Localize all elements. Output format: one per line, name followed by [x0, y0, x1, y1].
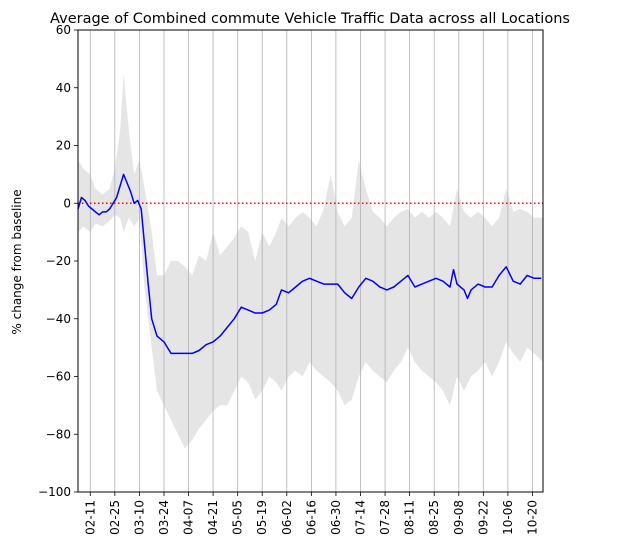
y-axis-ticks: −100 −80 −60 −40 −20 0 20 40 60 [38, 23, 78, 499]
confidence-band-layer [78, 73, 543, 449]
confidence-band [78, 73, 543, 449]
x-tick-label: 07-14 [354, 500, 368, 535]
series-line [77, 173, 542, 355]
x-tick-label: 04-21 [206, 500, 220, 535]
grid-layer [89, 30, 533, 492]
x-tick-label: 02-25 [108, 500, 122, 535]
y-tick-label: 40 [56, 81, 71, 95]
x-tick-label: 10-20 [526, 500, 540, 535]
x-tick-label: 08-25 [427, 500, 441, 535]
y-tick-label: −40 [46, 312, 71, 326]
y-tick-label: −80 [46, 427, 71, 441]
x-tick-label: 08-11 [403, 500, 417, 535]
y-tick-label: 0 [63, 196, 71, 210]
x-tick-label: 04-07 [182, 500, 196, 535]
x-tick-label: 07-28 [378, 500, 392, 535]
x-axis-ticks: 02-11 02-25 03-10 03-24 04-07 04-21 05-05 05-19… [83, 492, 540, 535]
x-tick-label: 09-08 [452, 500, 466, 535]
y-tick-label: 20 [56, 139, 71, 153]
y-tick-label: 60 [56, 23, 71, 37]
series-line-layer [77, 173, 542, 355]
y-tick-label: −100 [38, 485, 71, 499]
x-tick-label: 05-19 [255, 500, 269, 535]
x-tick-label: 09-22 [476, 500, 490, 535]
x-tick-label: 02-11 [83, 500, 97, 535]
y-tick-label: −20 [46, 254, 71, 268]
x-tick-label: 05-05 [231, 500, 245, 535]
x-tick-label: 03-24 [157, 500, 171, 535]
x-tick-label: 10-06 [501, 500, 515, 535]
y-tick-label: −60 [46, 370, 71, 384]
x-tick-label: 03-10 [132, 500, 146, 535]
chart-title: Average of Combined commute Vehicle Traf… [50, 11, 570, 27]
x-tick-label: 06-30 [329, 500, 343, 535]
x-tick-label: 06-02 [280, 500, 294, 535]
x-tick-label: 06-16 [304, 500, 318, 535]
y-axis-label: % change from baseline [10, 189, 24, 334]
